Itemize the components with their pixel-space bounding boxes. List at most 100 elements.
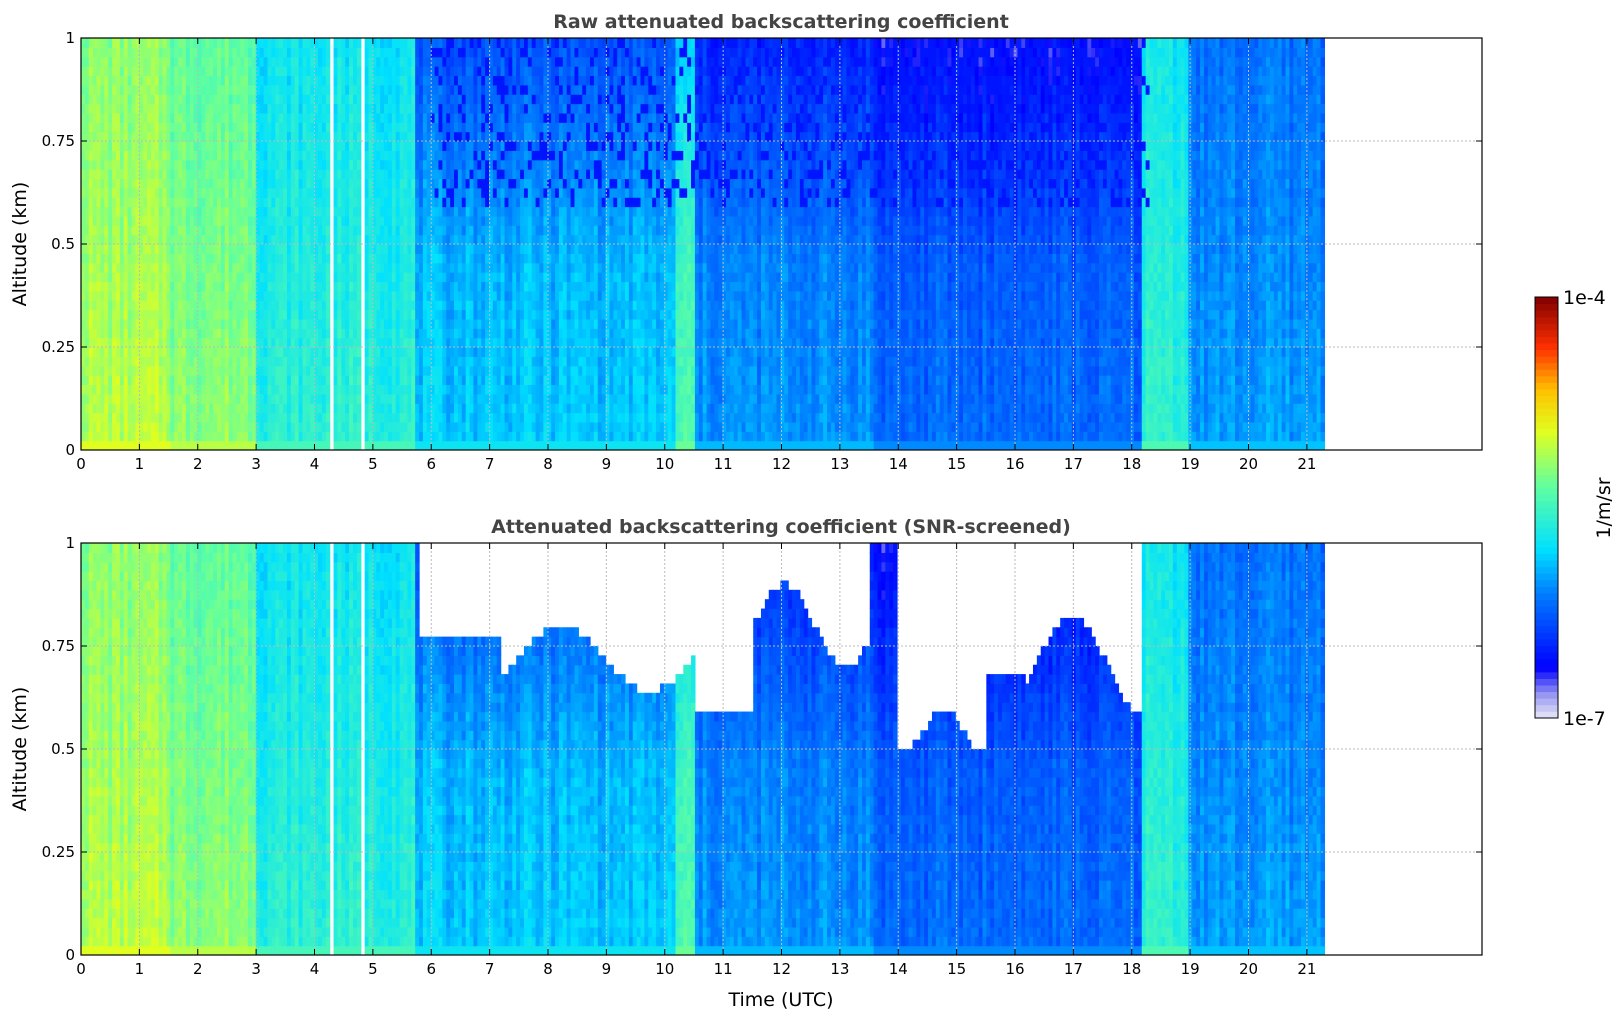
heatmap-cell <box>325 318 331 329</box>
heatmap-cell <box>143 150 148 161</box>
heatmap-cell <box>294 393 300 404</box>
heatmap-cell <box>236 141 241 151</box>
heatmap-cell <box>259 84 265 95</box>
heatmap-cell <box>407 150 412 161</box>
heatmap-cell <box>147 103 152 114</box>
heatmap-cell <box>395 150 401 161</box>
heatmap-cell <box>209 412 214 423</box>
heatmap-cell <box>263 150 269 161</box>
heatmap-cell <box>473 197 478 208</box>
heatmap-cell <box>411 431 416 442</box>
heatmap-cell <box>384 103 389 114</box>
heatmap-cell <box>481 281 486 292</box>
heatmap-cell <box>434 300 440 311</box>
heatmap-cell <box>267 225 272 236</box>
heatmap-cell <box>391 412 397 423</box>
heatmap-cell <box>434 178 440 189</box>
heatmap-cell <box>92 412 98 423</box>
heatmap-cell <box>485 253 490 264</box>
heatmap-cell <box>182 84 187 95</box>
heatmap-cell <box>488 225 494 236</box>
heatmap-cell <box>352 84 358 95</box>
heatmap-cell <box>345 318 350 329</box>
heatmap-cell <box>283 253 288 264</box>
heatmap-cell <box>112 365 117 376</box>
heatmap-cell <box>255 159 261 170</box>
heatmap-cell <box>345 94 350 105</box>
heatmap-cell <box>380 234 385 245</box>
heatmap-cell <box>209 300 214 311</box>
heatmap-cell <box>224 94 230 105</box>
heatmap-cell <box>422 262 428 273</box>
heatmap-cell <box>267 131 272 142</box>
heatmap-cell <box>302 150 307 161</box>
heatmap-cell <box>469 131 475 142</box>
heatmap-cell <box>419 412 424 423</box>
heatmap-cell <box>162 328 168 339</box>
heatmap-cell <box>259 365 265 376</box>
heatmap-cell <box>395 112 401 123</box>
heatmap-cell <box>302 365 307 376</box>
heatmap-cell <box>251 309 257 320</box>
heatmap-cell <box>115 75 121 86</box>
heatmap-cell <box>162 365 168 376</box>
heatmap-cell <box>337 150 342 161</box>
heatmap-cell <box>143 375 148 386</box>
heatmap-cell <box>286 56 292 67</box>
heatmap-cell <box>84 393 90 404</box>
heatmap-cell <box>341 150 346 161</box>
heatmap-cell <box>442 393 447 404</box>
heatmap-cell <box>275 421 280 432</box>
heatmap-cell <box>345 141 350 151</box>
heatmap-cell <box>189 328 195 339</box>
heatmap-cell <box>523 318 529 329</box>
heatmap-cell <box>228 178 234 189</box>
heatmap-cell <box>314 300 319 311</box>
heatmap-cell <box>147 131 152 142</box>
heatmap-cell <box>384 393 389 404</box>
heatmap-cell <box>298 356 304 367</box>
heatmap-cell <box>454 309 459 320</box>
heatmap-cell <box>376 150 381 161</box>
heatmap-cell <box>244 244 249 254</box>
heatmap-cell <box>197 440 203 450</box>
heatmap-cell <box>477 47 482 58</box>
heatmap-cell <box>147 421 152 432</box>
heatmap-cell <box>352 141 358 151</box>
heatmap-cell <box>407 328 412 339</box>
heatmap-cell <box>84 103 90 114</box>
heatmap-cell <box>341 300 346 311</box>
heatmap-cell <box>500 103 506 114</box>
heatmap-cell <box>450 131 455 142</box>
heatmap-cell <box>178 309 183 320</box>
heatmap-cell <box>220 300 226 311</box>
heatmap-cell <box>387 234 393 245</box>
heatmap-cell <box>306 234 311 245</box>
heatmap-cell <box>469 384 475 395</box>
heatmap-cell <box>372 318 377 329</box>
heatmap-cell <box>224 384 230 395</box>
heatmap-cell <box>248 56 253 67</box>
heatmap-cell <box>201 94 206 105</box>
heatmap-cell <box>170 253 175 264</box>
heatmap-cell <box>430 84 436 95</box>
heatmap-cell <box>143 215 148 226</box>
heatmap-cell <box>213 244 218 254</box>
heatmap-cell <box>279 225 284 236</box>
heatmap-cell <box>178 393 183 404</box>
heatmap-cell <box>457 150 463 161</box>
heatmap-cell <box>488 169 494 180</box>
heatmap-cell <box>283 75 288 86</box>
heatmap-cell <box>81 347 86 357</box>
heatmap-cell <box>523 300 529 311</box>
heatmap-cell <box>349 187 354 198</box>
heatmap-cell <box>512 47 517 58</box>
heatmap-cell <box>387 412 393 423</box>
heatmap-cell <box>492 253 498 264</box>
heatmap-cell <box>438 178 443 189</box>
heatmap-cell <box>150 356 156 367</box>
heatmap-cell <box>485 131 490 142</box>
heatmap-cell <box>302 131 307 142</box>
heatmap-cell <box>150 375 156 386</box>
heatmap-cell <box>496 131 502 142</box>
